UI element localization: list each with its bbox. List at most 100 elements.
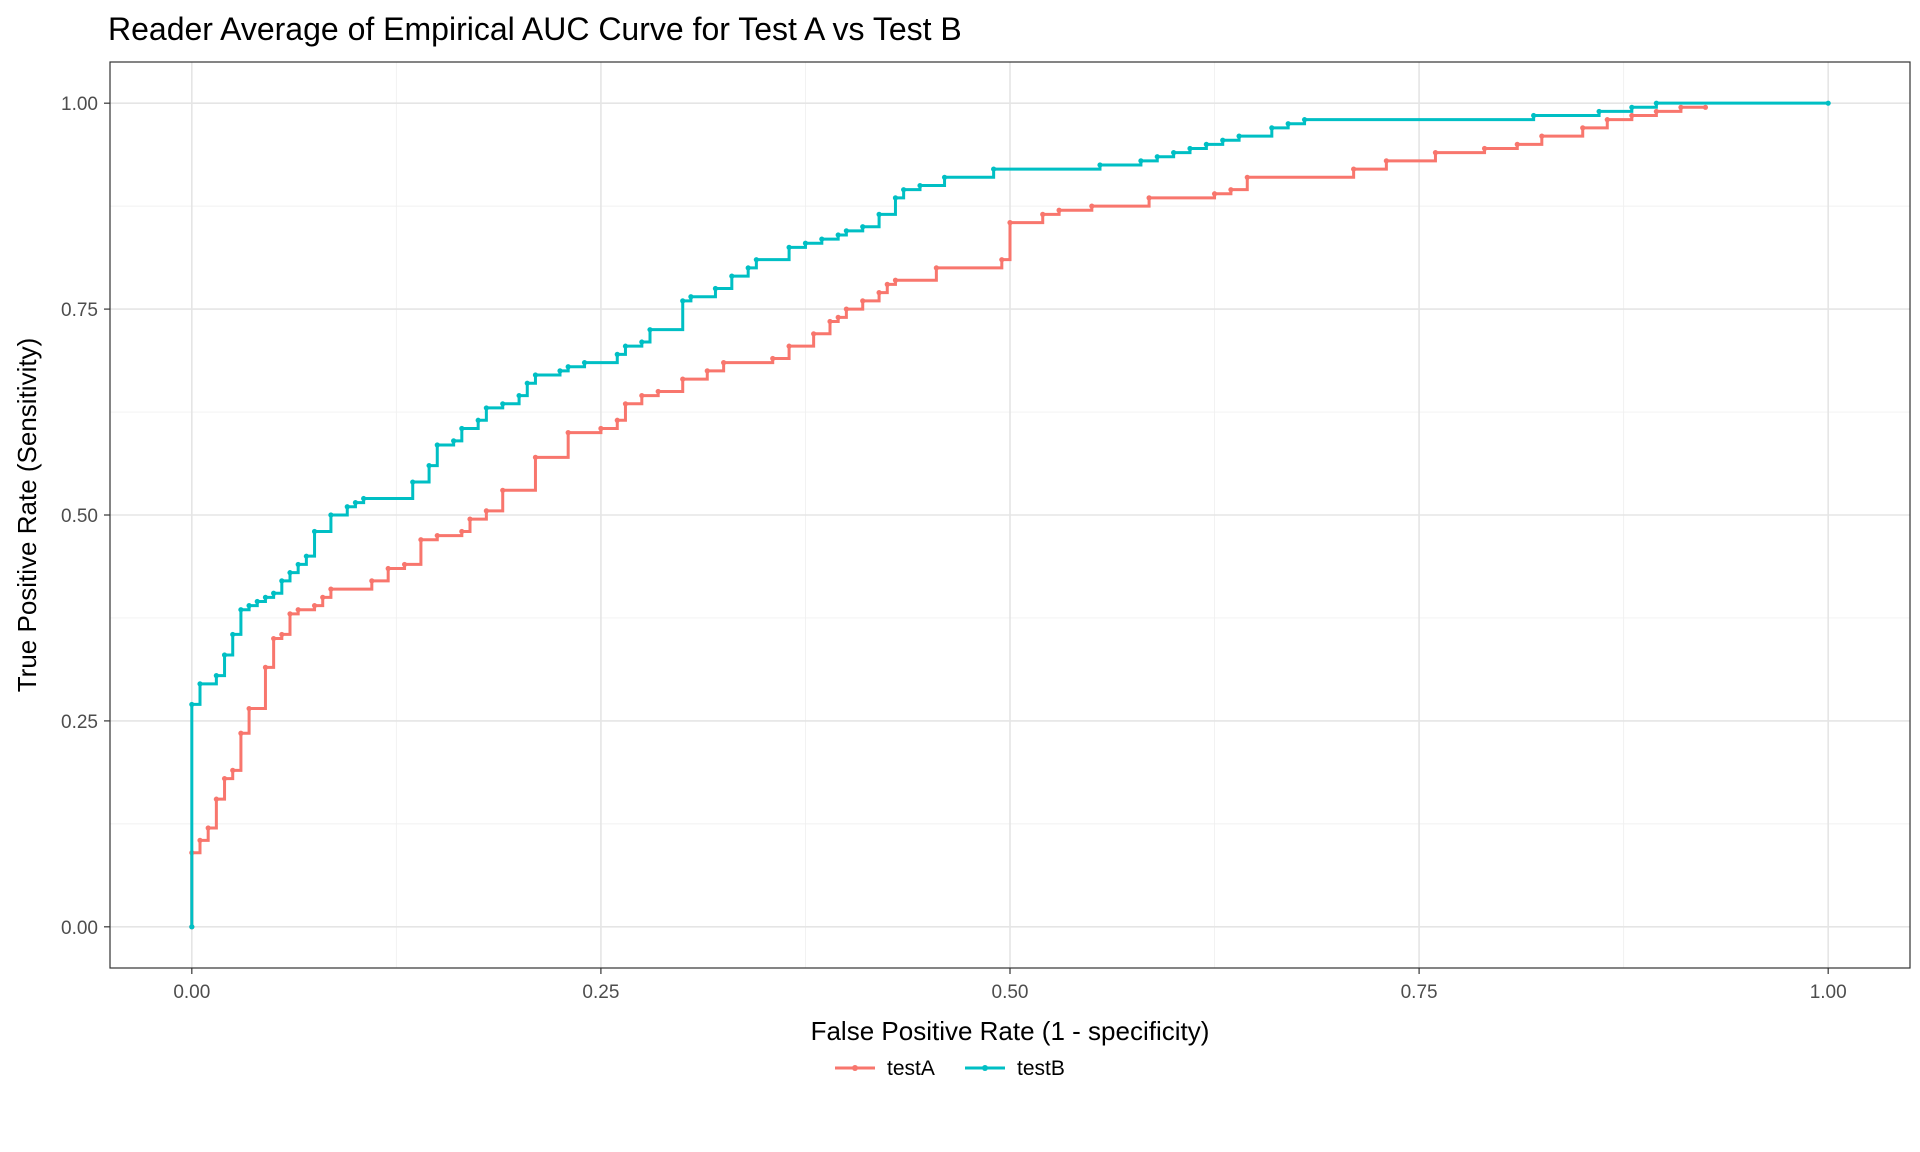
y-tick-label: 0.25 <box>61 712 98 733</box>
data-point-testA <box>827 318 833 325</box>
data-point-testB <box>614 351 620 357</box>
data-point-testB <box>328 512 334 518</box>
data-point-testB <box>835 232 841 238</box>
data-point-testB <box>434 442 440 448</box>
data-point-testB <box>991 166 997 172</box>
data-point-testB <box>1301 117 1308 123</box>
data-point-testA <box>770 355 776 362</box>
x-tick-label: 0.00 <box>173 982 210 1003</box>
data-point-testB <box>557 368 563 374</box>
data-point-testA <box>565 430 571 436</box>
data-point-testA <box>311 603 318 609</box>
data-point-testB <box>271 590 277 596</box>
data-point-testB <box>483 405 489 411</box>
data-point-testB <box>622 343 629 349</box>
data-point-testB <box>516 392 522 399</box>
data-point-testA <box>892 277 899 283</box>
data-point-testA <box>320 594 326 600</box>
legend-key-testA <box>835 1065 875 1071</box>
data-point-testB <box>352 500 359 506</box>
chart-title: Reader Average of Empirical AUC Curve fo… <box>108 11 962 47</box>
data-point-testA <box>385 565 391 572</box>
data-point-testB <box>459 425 465 432</box>
data-point-testA <box>1244 174 1250 180</box>
data-point-testA <box>295 607 301 613</box>
data-point-testB <box>246 603 252 609</box>
data-point-testB <box>892 195 899 201</box>
data-point-testB <box>1269 125 1275 131</box>
y-tick-label: 0.00 <box>61 918 98 939</box>
data-point-testB <box>1187 145 1193 152</box>
data-point-testB <box>860 224 866 230</box>
data-point-testB <box>753 257 759 263</box>
data-point-testA <box>680 376 686 382</box>
data-point-testB <box>819 236 825 242</box>
data-point-testA <box>1040 211 1046 217</box>
legend-label-testA: testA <box>887 1057 935 1080</box>
data-point-testB <box>451 438 457 444</box>
data-point-testA <box>876 290 882 296</box>
data-point-testA <box>1146 195 1152 201</box>
data-point-testB <box>843 228 849 234</box>
plot-panel <box>109 61 1911 969</box>
data-point-testB <box>941 174 948 180</box>
data-point-testA <box>1211 191 1218 197</box>
data-point-testA <box>622 401 629 407</box>
data-point-testB <box>1596 108 1602 115</box>
x-axis-title: False Positive Rate (1 - specificity) <box>811 1016 1210 1046</box>
data-point-testA <box>1383 158 1389 164</box>
data-point-testA <box>835 314 841 320</box>
data-point-testB <box>221 652 228 658</box>
x-axis: 0.00 0.25 0.50 0.75 1.00 <box>173 968 1847 1003</box>
data-point-testA <box>328 586 334 592</box>
data-point-testB <box>581 360 588 366</box>
data-point-testB <box>901 187 907 193</box>
data-point-testA <box>369 578 375 584</box>
data-point-testA <box>598 425 604 432</box>
data-point-testB <box>262 594 269 600</box>
data-point-testB <box>786 244 792 250</box>
y-tick-label: 0.75 <box>61 300 98 321</box>
data-point-testB <box>680 298 686 304</box>
data-point-testB <box>344 504 350 510</box>
legend-label-testB: testB <box>1017 1057 1065 1080</box>
data-point-testA <box>1481 145 1488 152</box>
data-point-testA <box>1702 104 1709 110</box>
data-point-testA <box>786 343 792 349</box>
data-point-testB <box>1825 100 1831 106</box>
data-point-testA <box>1580 125 1586 131</box>
y-tick-label: 0.50 <box>61 506 98 527</box>
data-point-testB <box>189 924 195 930</box>
data-point-testB <box>500 401 506 407</box>
data-point-testB <box>238 607 244 613</box>
y-axis-title: True Positive Rate (Sensitivity) <box>12 338 42 692</box>
data-point-testA <box>246 705 252 712</box>
data-point-testA <box>1629 112 1635 119</box>
data-point-testA <box>1228 187 1234 193</box>
major-gridlines <box>110 62 1910 968</box>
data-point-testB <box>410 479 416 485</box>
legend: testA testB <box>835 1057 1065 1080</box>
data-point-testB <box>524 380 530 386</box>
data-point-testA <box>271 635 277 642</box>
legend-key-testB <box>965 1065 1005 1071</box>
legend-key-point <box>852 1065 858 1071</box>
data-point-testA <box>230 767 236 773</box>
data-point-testA <box>279 631 285 638</box>
data-point-testB <box>1171 150 1177 156</box>
data-point-testA <box>1514 141 1520 147</box>
data-point-testB <box>565 364 571 370</box>
y-tick-label: 1.00 <box>61 94 98 115</box>
data-point-testA <box>655 388 661 395</box>
x-tick-label: 0.50 <box>992 982 1029 1003</box>
data-point-testB <box>917 182 923 189</box>
data-point-testB <box>802 240 809 246</box>
data-point-testB <box>287 570 293 576</box>
data-point-testA <box>704 368 710 374</box>
data-point-testB <box>1236 133 1242 139</box>
data-point-testA <box>262 664 269 670</box>
series-line-testA <box>190 105 1706 927</box>
data-point-testA <box>1351 166 1357 172</box>
